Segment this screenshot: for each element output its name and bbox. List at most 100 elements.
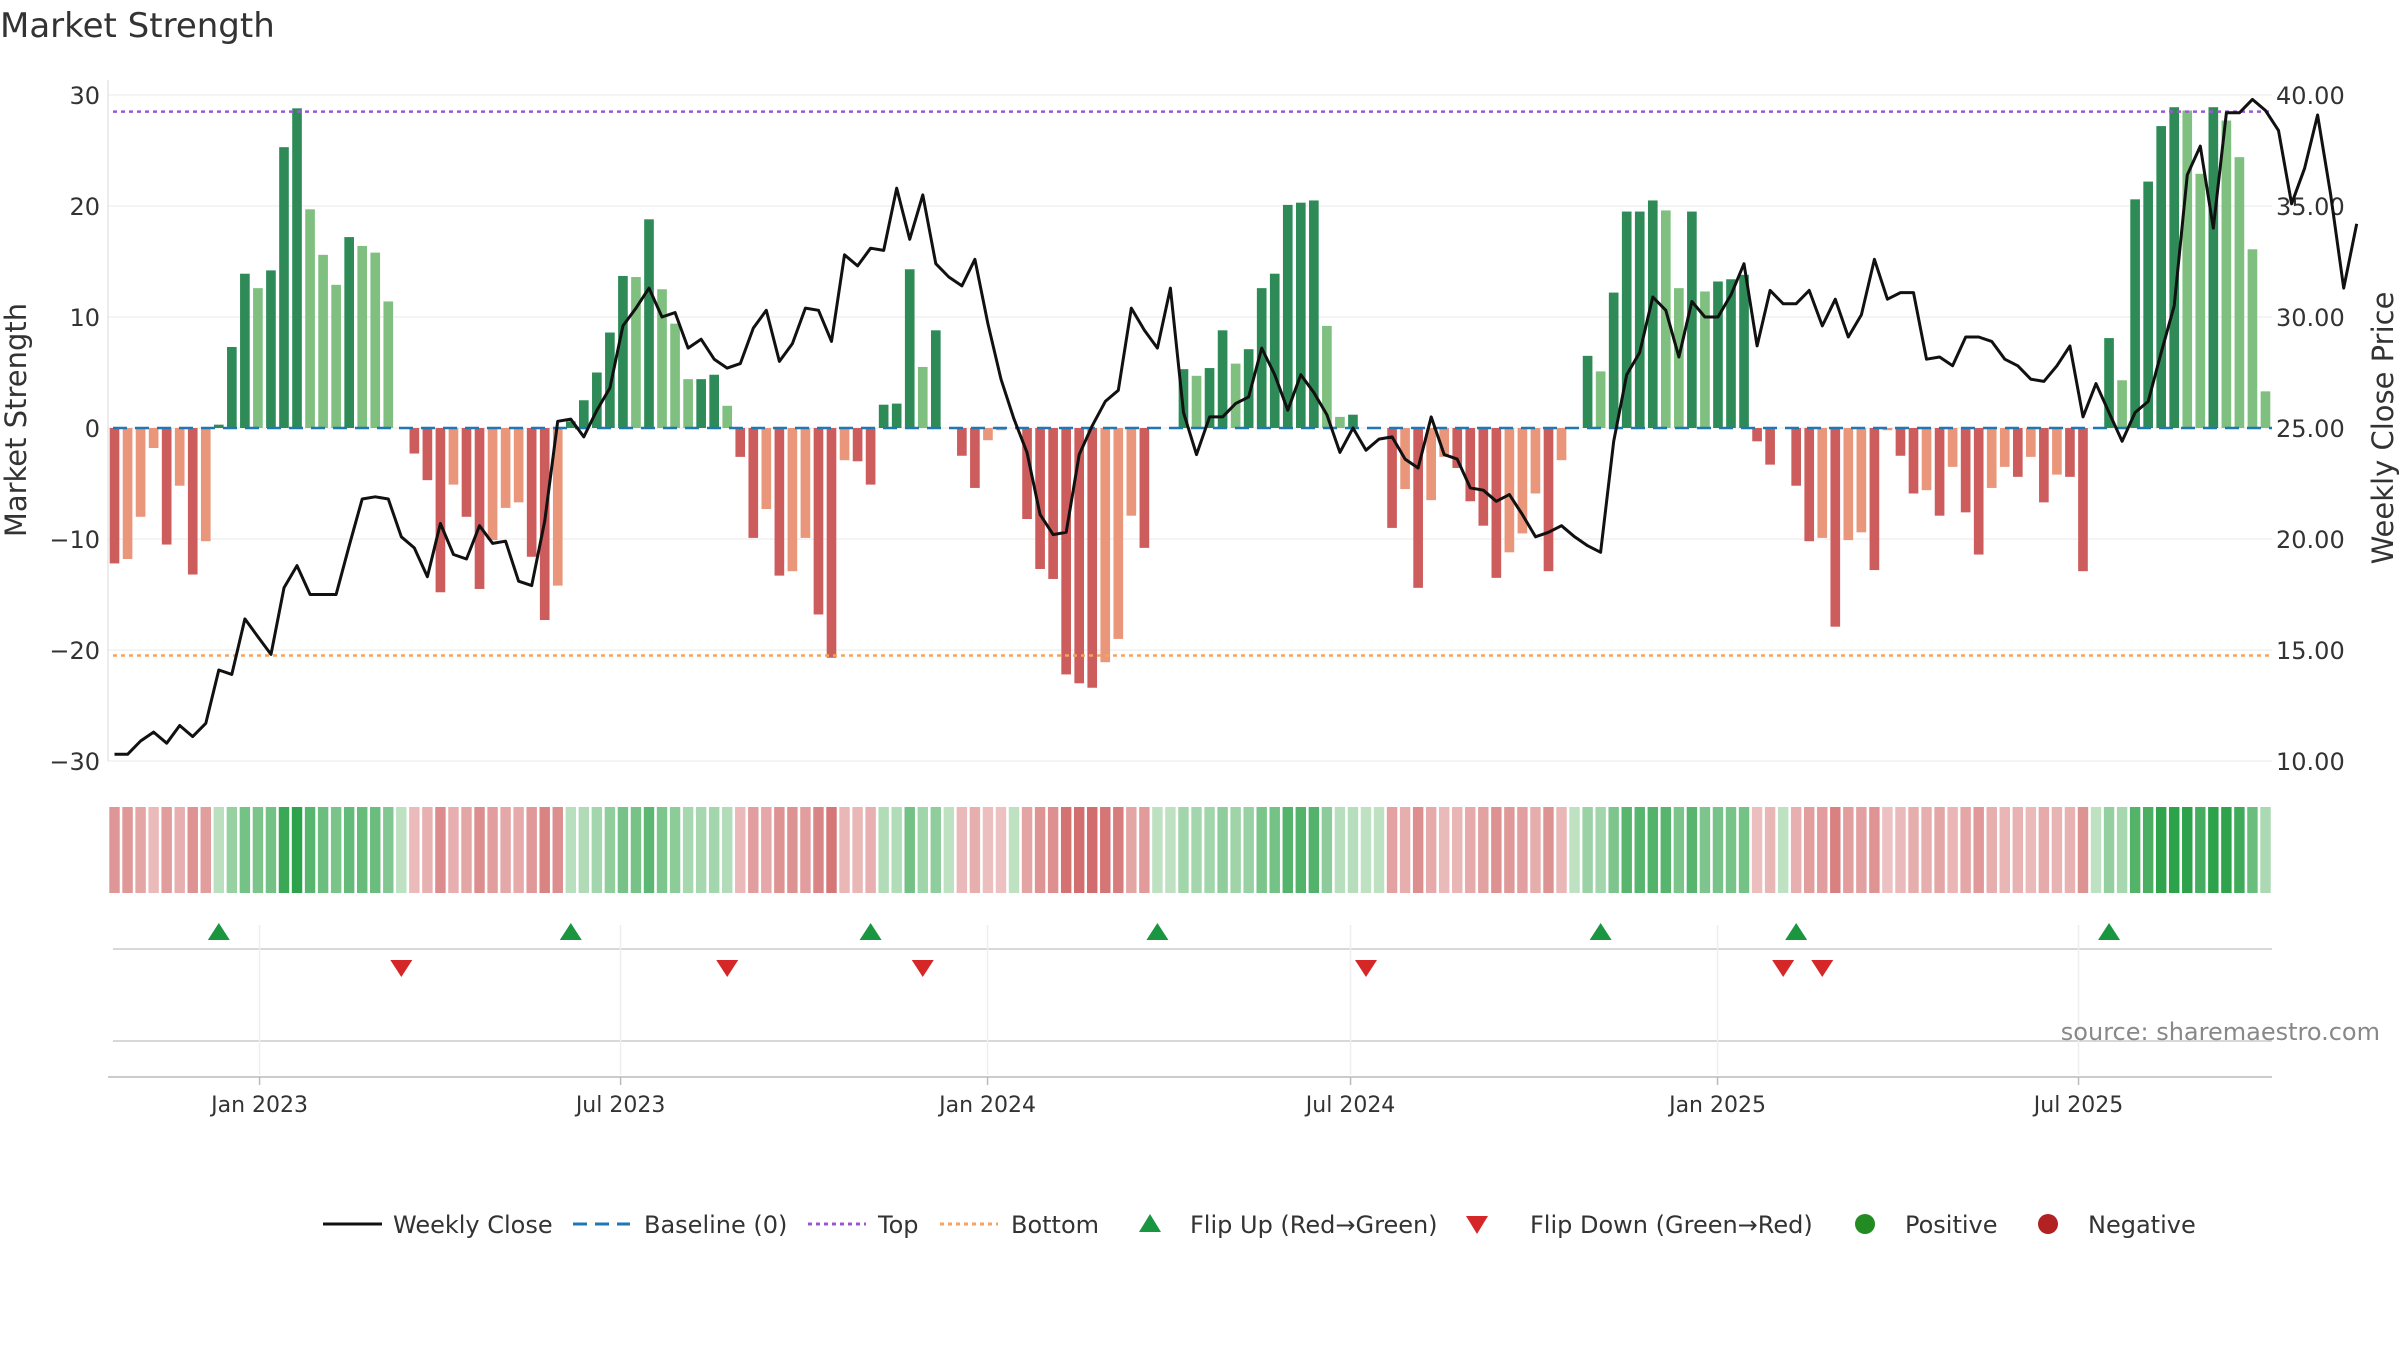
negative-bar [1921,428,1932,491]
heat-cell [2142,807,2154,893]
legend-flip-down[interactable]: Flip Down (Green→Red) [1530,1211,1813,1239]
negative-bar [1478,428,1489,526]
heat-cell [617,807,629,893]
heat-cell [174,807,185,893]
legend-negative[interactable]: Negative [2088,1211,2196,1239]
legend-positive[interactable]: Positive [1905,1211,1998,1239]
heat-cell [1947,807,1958,893]
flip-markers [113,923,2272,1042]
heat-cell [422,807,433,893]
heat-cell [435,807,446,893]
negative-bar [474,428,485,589]
negative-bar [1517,428,1528,534]
heat-cell [265,807,277,893]
heat-cell [1504,807,1515,893]
positive-bar [722,405,733,428]
legend-weekly-close[interactable]: Weekly Close [393,1211,553,1239]
positive-bar [618,275,628,428]
legend-baseline[interactable]: Baseline (0) [644,1211,787,1239]
heat-cell [735,807,746,893]
positive-bar [1204,368,1215,428]
heat-cell [630,807,642,893]
positive-bar [1621,211,1632,428]
heat-cell [1321,807,1333,893]
flip-up-marker [207,923,230,940]
heat-cell [1282,807,1293,893]
heat-cell [526,807,537,893]
legend-top[interactable]: Top [877,1211,919,1239]
y-axis-left-ticks: 30 20 10 0 −10 −20 −30 [49,82,100,776]
heat-cell [748,807,759,893]
heat-cell [200,807,211,893]
negative-bar [761,428,772,510]
positive-bar [253,288,263,428]
negative-bar [800,428,811,538]
positive-bar [2195,173,2206,428]
grid [107,80,2272,762]
heat-cell [904,807,915,893]
heat-cell [2182,807,2193,893]
heat-cell [2077,807,2089,893]
heat-cell [304,807,316,893]
y-right-tick-label: 40.00 [2276,82,2345,110]
positive-bar [878,404,889,428]
flip-down-marker [911,960,934,977]
positive-bar [709,374,720,428]
x-axis: Jan 2023 Jul 2023 Jan 2024 Jul 2024 Jan 2025… [108,925,2272,1118]
heat-cell [708,807,720,893]
legend: Weekly Close Baseline (0) Top Bottom Fli… [323,1211,2196,1239]
positive-bar [631,277,641,428]
legend-bottom[interactable]: Bottom [1011,1211,1099,1239]
positive-bar [305,209,315,428]
heat-cell [1882,807,1893,893]
negative-bar [1765,428,1775,465]
positive-bar [1191,375,1202,428]
negative-bar [826,428,837,658]
negative-bar [1413,428,1423,588]
heat-cell [1817,807,1828,893]
positive-bar [592,372,602,428]
positive-bar [1700,291,1710,428]
positive-bar [1322,325,1332,428]
heat-cell [474,807,485,893]
heat-cell [774,807,785,893]
positive-bar [930,330,941,428]
x-tick-label: Jul 2025 [2032,1093,2124,1118]
heat-cell [1139,807,1150,893]
negative-bar [1830,428,1841,627]
positive-bar [2221,120,2232,428]
negative-bar [1882,428,1893,431]
heat-cell [1465,807,1476,893]
heat-cell [487,807,498,893]
heat-cell [956,807,968,893]
heat-cell [1425,807,1437,893]
heat-cell [1347,807,1359,893]
negative-bar [1752,428,1762,442]
heat-cell [161,807,172,893]
positive-bar [2169,107,2180,429]
heat-cell [578,807,590,893]
positive-bar [696,379,706,428]
heat-cell [1582,807,1593,893]
x-tick-label: Jul 2023 [574,1093,666,1118]
heat-cell [800,807,811,893]
heat-cell [2208,807,2219,893]
heat-cell [2116,807,2128,893]
heat-cell [1373,807,1385,893]
positive-bar [1726,279,1736,428]
heat-cell [1126,807,1137,893]
heat-cell [2155,807,2167,893]
heat-cell [1686,807,1698,893]
flip-down-marker [1772,960,1795,977]
negative-bar [1791,428,1802,486]
legend-flip-up[interactable]: Flip Up (Red→Green) [1190,1211,1438,1239]
heat-cell [1308,807,1320,893]
heat-cell [1960,807,1971,893]
flip-up-marker [2098,923,2121,940]
heat-cell [669,807,681,893]
positive-bar [1713,281,1723,428]
heat-cell [1738,807,1750,893]
negative-bar [957,428,967,456]
heat-cell [826,807,837,893]
